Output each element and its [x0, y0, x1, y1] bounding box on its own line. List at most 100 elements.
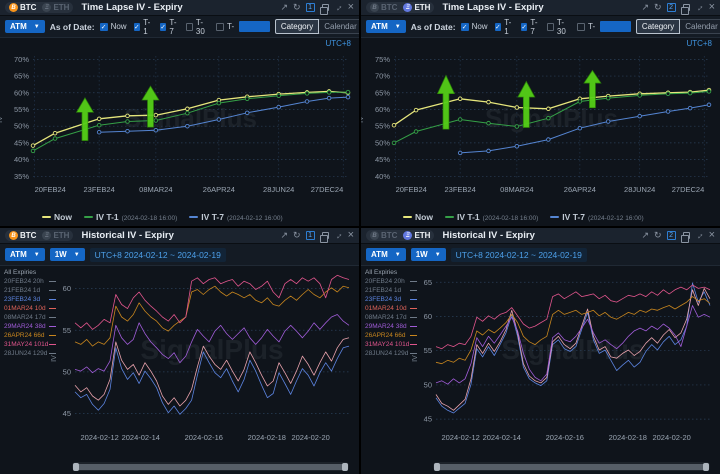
window-number-badge[interactable]: 1 — [305, 231, 315, 240]
coin-tab-btc[interactable]: B BTC — [370, 3, 397, 12]
expiry-list-item[interactable]: 21FEB24 1d — [4, 287, 56, 295]
expiry-list-item[interactable]: 29MAR24 38d — [365, 323, 417, 331]
category-button[interactable]: Category — [274, 19, 320, 34]
expiry-list-item[interactable]: 20FEB24 20h — [4, 278, 56, 286]
coin-tab-btc[interactable]: B BTC — [9, 231, 36, 240]
expand-icon[interactable]: ↔ — [330, 228, 345, 242]
legend-item[interactable]: IV T-1 (2024-02-18 16:00) — [83, 212, 177, 222]
checkbox-checked-icon[interactable]: ✓ — [159, 22, 167, 31]
expiry-list-item[interactable]: All Expiries — [4, 269, 56, 277]
duplicate-icon[interactable] — [319, 4, 329, 15]
checkbox-checked-icon[interactable]: ✓ — [520, 22, 528, 31]
expiry-list-item[interactable]: All Expiries — [365, 269, 417, 277]
slider-handle-left[interactable] — [73, 462, 79, 471]
atm-dropdown[interactable]: ATM ▼ — [5, 20, 45, 33]
timeframe-dropdown[interactable]: 1W ▼ — [410, 248, 446, 261]
checkbox-now[interactable]: ✓ Now — [99, 22, 127, 31]
legend-item[interactable]: IV T-7 (2024-02-12 16:00) — [550, 212, 644, 222]
slider-handle-right[interactable] — [703, 462, 709, 471]
checkbox-unchecked-icon[interactable] — [577, 22, 586, 31]
atm-dropdown[interactable]: ATM ▼ — [5, 248, 45, 261]
slider-bar[interactable] — [75, 463, 346, 470]
close-icon[interactable]: × — [347, 1, 354, 13]
coin-tab-eth[interactable]: Ξ ETH — [403, 231, 430, 240]
expand-icon[interactable]: ↔ — [330, 0, 345, 14]
expand-icon[interactable]: ↔ — [691, 228, 706, 242]
coin-tab-eth[interactable]: Ξ ETH — [42, 231, 69, 240]
expiry-list-item[interactable]: 31MAY24 101d — [4, 341, 56, 349]
checkbox-t-1[interactable]: ✓ T-1 — [494, 18, 514, 36]
expiry-list-item[interactable]: 20FEB24 20h — [365, 278, 417, 286]
expiry-list-item[interactable]: 01MAR24 10d — [4, 305, 56, 313]
expiry-list-item[interactable]: 26APR24 66d — [4, 332, 56, 340]
expiry-list-item[interactable]: 26APR24 66d — [365, 332, 417, 340]
expiry-list-item[interactable]: 21FEB24 1d — [365, 287, 417, 295]
atm-dropdown[interactable]: ATM ▼ — [366, 248, 406, 261]
refresh-icon[interactable]: ↻ — [654, 230, 662, 240]
checkbox-t-7[interactable]: ✓ T-7 — [159, 18, 179, 36]
coin-tab-btc[interactable]: B BTC — [370, 231, 397, 240]
coin-tab-btc[interactable]: B BTC — [9, 3, 36, 12]
export-icon[interactable]: ↗ — [280, 230, 289, 240]
checkbox-t-30[interactable]: T-30 — [186, 18, 209, 36]
legend-item[interactable]: Now — [42, 212, 72, 222]
expand-icon[interactable]: ↔ — [691, 0, 706, 14]
date-range-picker[interactable]: UTC+8 2024-02-12 ~ 2024-02-19 — [89, 247, 226, 262]
checkbox-t-[interactable]: T- — [216, 22, 234, 31]
duplicate-icon[interactable] — [319, 232, 329, 243]
calendar-button[interactable]: Calendar — [680, 19, 720, 34]
refresh-icon[interactable]: ↻ — [293, 2, 301, 12]
checkbox-unchecked-icon[interactable] — [547, 22, 554, 31]
coin-tab-eth[interactable]: Ξ ETH — [42, 3, 69, 12]
checkbox-checked-icon[interactable]: ✓ — [133, 22, 141, 31]
legend-item[interactable]: Now — [403, 212, 433, 222]
slider-handle-right[interactable] — [342, 462, 348, 471]
category-button[interactable]: Category — [635, 19, 681, 34]
expiry-list-item[interactable]: 29MAR24 38d — [4, 323, 56, 331]
window-number-badge[interactable]: 1 — [305, 3, 315, 12]
date-range-picker[interactable]: UTC+8 2024-02-12 ~ 2024-02-19 — [450, 247, 587, 262]
close-icon[interactable]: × — [708, 229, 715, 241]
close-icon[interactable]: × — [347, 229, 354, 241]
expiry-list-item[interactable]: 28JUN24 129d — [365, 350, 417, 358]
checkbox-t-7[interactable]: ✓ T-7 — [520, 18, 540, 36]
close-icon[interactable]: × — [708, 1, 715, 13]
x-range-slider[interactable] — [72, 460, 349, 474]
checkbox-checked-icon[interactable]: ✓ — [99, 22, 108, 31]
t-custom-input[interactable] — [600, 21, 631, 32]
calendar-button[interactable]: Calendar — [319, 19, 359, 34]
expiry-list-item[interactable]: 08MAR24 17d — [365, 314, 417, 322]
checkbox-t-1[interactable]: ✓ T-1 — [133, 18, 153, 36]
expiry-list-item[interactable]: 23FEB24 3d — [365, 296, 417, 304]
window-number-badge[interactable]: 2 — [666, 3, 676, 12]
refresh-icon[interactable]: ↻ — [293, 230, 301, 240]
checkbox-now[interactable]: ✓ Now — [460, 22, 488, 31]
expiry-list-item[interactable]: 08MAR24 17d — [4, 314, 56, 322]
expiry-list-item[interactable]: 23FEB24 3d — [4, 296, 56, 304]
legend-item[interactable]: IV T-7 (2024-02-12 16:00) — [189, 212, 283, 222]
atm-dropdown[interactable]: ATM ▼ — [366, 20, 406, 33]
export-icon[interactable]: ↗ — [641, 2, 650, 12]
timeframe-dropdown[interactable]: 1W ▼ — [49, 248, 85, 261]
duplicate-icon[interactable] — [680, 232, 690, 243]
legend-item[interactable]: IV T-1 (2024-02-18 16:00) — [444, 212, 538, 222]
checkbox-checked-icon[interactable]: ✓ — [460, 22, 469, 31]
expiry-list-item[interactable]: 28JUN24 129d — [4, 350, 56, 358]
checkbox-unchecked-icon[interactable] — [216, 22, 225, 31]
expiry-list-item[interactable]: 31MAY24 101d — [365, 341, 417, 349]
export-icon[interactable]: ↗ — [280, 2, 289, 12]
coin-tab-eth[interactable]: Ξ ETH — [403, 3, 430, 12]
refresh-icon[interactable]: ↻ — [654, 2, 662, 12]
checkbox-t-30[interactable]: T-30 — [547, 18, 570, 36]
expiry-list-item[interactable]: 01MAR24 10d — [365, 305, 417, 313]
checkbox-checked-icon[interactable]: ✓ — [494, 22, 502, 31]
export-icon[interactable]: ↗ — [641, 230, 650, 240]
duplicate-icon[interactable] — [680, 4, 690, 15]
slider-bar[interactable] — [436, 463, 707, 470]
window-number-badge[interactable]: 2 — [666, 231, 676, 240]
x-range-slider[interactable] — [433, 460, 710, 474]
checkbox-t-[interactable]: T- — [577, 22, 595, 31]
t-custom-input[interactable] — [239, 21, 270, 32]
checkbox-unchecked-icon[interactable] — [186, 22, 193, 31]
slider-handle-left[interactable] — [434, 462, 440, 471]
